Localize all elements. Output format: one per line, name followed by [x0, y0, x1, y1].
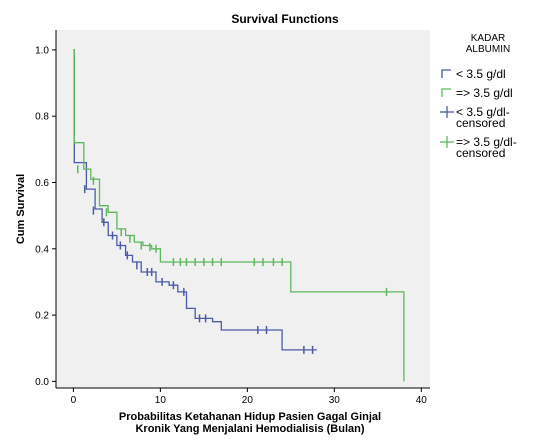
y-tick-label: 0.4: [35, 244, 49, 255]
legend-line-swatch: [441, 69, 451, 78]
chart-title: Survival Functions: [231, 12, 339, 26]
legend-title-line-1: KADAR: [471, 33, 505, 44]
legend-line-swatch: [441, 88, 451, 97]
series-1-step-line: [73, 49, 405, 382]
legend: KADAR ALBUMIN < 3.5 g/dl => 3.5 g/dl < 3.5…: [440, 33, 517, 160]
x-tick-label: 20: [242, 395, 254, 406]
x-tick-label: 0: [71, 395, 77, 406]
x-axis-label-line-2: Kronik Yang Menjalani Hemodialisis (Bula…: [135, 423, 364, 435]
data-series: [73, 49, 405, 382]
y-tick-label: 0.6: [35, 178, 49, 189]
axes: 0 10 20 30 40 0.0 0.2 0.4 0.6 0.8 1.0: [35, 30, 430, 406]
x-tick-label: 40: [416, 395, 428, 406]
legend-label-3-line-1: censored: [456, 146, 505, 160]
legend-label-0-line-0: < 3.5 g/dl: [456, 67, 506, 81]
y-tick-label: 0.0: [35, 377, 49, 388]
y-tick-label: 0.8: [35, 112, 49, 123]
x-tick-label: 30: [329, 395, 341, 406]
x-axis-label-line-1: Probabilitas Ketahanan Hidup Pasien Gaga…: [119, 411, 381, 423]
legend-label-3-line-0: => 3.5 g/dl-: [456, 135, 517, 149]
series-0-step-line: [73, 49, 317, 351]
legend-label-2-line-0: < 3.5 g/dl-: [456, 105, 510, 119]
y-axis-label: Cum Survival: [15, 174, 27, 244]
legend-title-line-2: ALBUMIN: [466, 44, 510, 55]
legend-label-1-line-0: => 3.5 g/dl: [456, 86, 513, 100]
x-tick-label: 10: [155, 395, 167, 406]
plot-area: [56, 30, 430, 388]
y-tick-label: 0.2: [35, 311, 49, 322]
legend-label-2-line-1: censored: [456, 116, 505, 130]
y-tick-label: 1.0: [35, 45, 49, 56]
